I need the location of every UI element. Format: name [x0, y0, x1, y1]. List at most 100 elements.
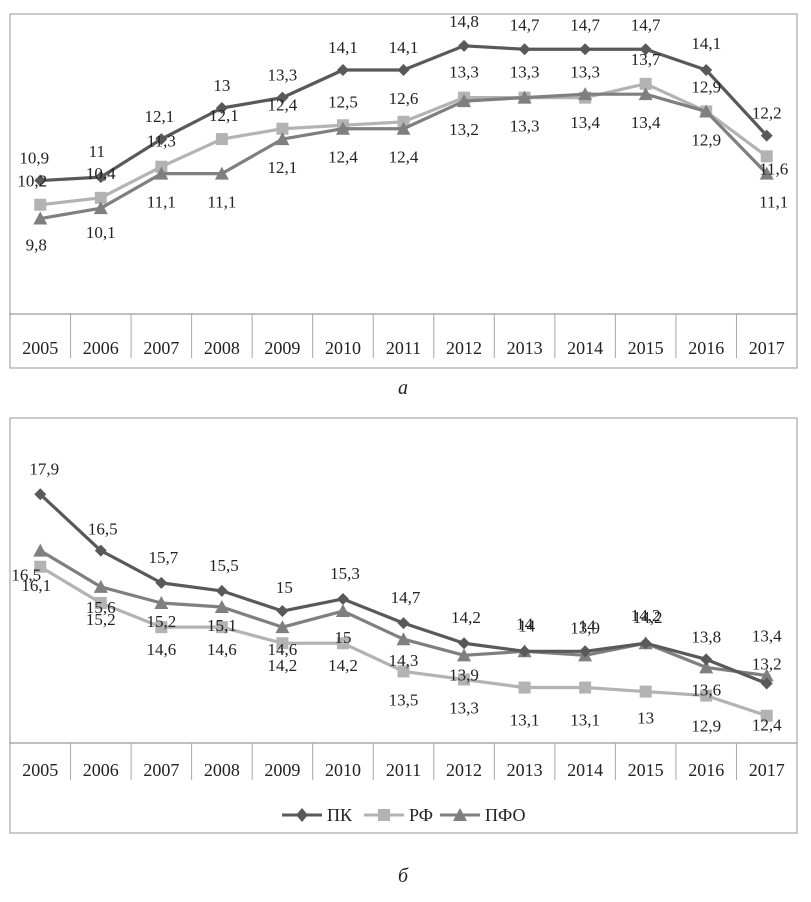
- data-point-rf: [760, 709, 773, 722]
- data-label-rf: 14,2: [328, 656, 358, 675]
- data-point-pfo: [699, 660, 714, 674]
- legend-item-pfo: ПФО: [440, 805, 525, 825]
- series-layer-b: [33, 488, 774, 722]
- x-ticks-a: [70, 314, 737, 358]
- data-point-pfo: [93, 579, 108, 593]
- x-tick-label: 2005: [22, 338, 58, 358]
- panel-caption-b: б: [398, 865, 409, 887]
- x-tick-label: 2007: [143, 760, 179, 780]
- data-point-pfo: [517, 90, 532, 104]
- x-tick-label: 2006: [83, 338, 119, 358]
- data-label-rf: 13,5: [389, 690, 419, 709]
- x-tick-label: 2017: [749, 338, 785, 358]
- data-point-pk: [397, 64, 410, 76]
- data-label-rf: 10,2: [17, 172, 47, 191]
- data-label-rf: 12,4: [268, 96, 298, 115]
- data-label-pk: 11: [89, 142, 105, 161]
- data-label-pk: 14,7: [570, 15, 600, 34]
- data-label-pfo: 13,4: [752, 626, 782, 645]
- x-tick-label: 2015: [628, 338, 664, 358]
- data-label-pfo: 9,8: [26, 236, 47, 255]
- data-point-pk: [518, 645, 531, 658]
- data-point-pfo: [759, 668, 774, 682]
- data-point-pk: [215, 102, 228, 114]
- data-label-pk: 14,7: [391, 588, 421, 607]
- chart-panel-b: 17,9 16,5 15,7 15,5 15 15,3 14,7 14,2 14 14 14,2 13…: [9, 417, 798, 834]
- data-label-pk: 13,8: [691, 627, 721, 646]
- x-tick-label: 2009: [264, 760, 300, 780]
- data-label-pfo: 13,4: [570, 113, 600, 132]
- data-label-rf: 13: [637, 709, 654, 728]
- x-tick-label: 2016: [688, 760, 724, 780]
- data-point-pfo: [93, 201, 108, 215]
- data-label-pk: 14,7: [631, 15, 661, 34]
- data-label-rf: 14,6: [207, 640, 237, 659]
- data-label-rf: 12,5: [328, 92, 358, 111]
- data-point-rf: [215, 621, 228, 634]
- data-label-pfo: 12,9: [691, 130, 721, 149]
- data-point-pfo: [578, 87, 593, 101]
- data-label-pk: 12,1: [144, 107, 174, 126]
- x-tick-label: 2015: [628, 760, 664, 780]
- data-label-pfo: 12,1: [268, 158, 298, 177]
- data-label-pk: 16,5: [88, 520, 118, 539]
- data-point-rf: [518, 681, 531, 694]
- legend-item-rf: РФ: [364, 805, 433, 825]
- data-label-pfo: 11,1: [207, 193, 236, 212]
- panel-caption-a: а: [398, 377, 408, 399]
- x-tick-label: 2009: [264, 338, 300, 358]
- legend-label-rf: РФ: [409, 805, 433, 825]
- data-point-pfo: [457, 648, 472, 662]
- data-label-pk: 14: [579, 616, 597, 635]
- data-label-pfo: 12,4: [328, 148, 358, 167]
- data-point-pfo: [335, 121, 350, 135]
- series-layer-a: [33, 39, 774, 225]
- x-tick-label: 2008: [204, 760, 240, 780]
- x-tick-label: 2010: [325, 760, 361, 780]
- x-tick-labels-b: 2005 2006 2007 2008 2009 2010 2011 2012 2013 2014…: [22, 760, 784, 780]
- data-point-rf: [34, 198, 47, 211]
- legend-label-pfo: ПФО: [485, 805, 525, 825]
- data-label-rf: 12,9: [691, 77, 721, 96]
- x-tick-label: 2012: [446, 338, 482, 358]
- data-point-pk: [94, 171, 107, 184]
- x-tick-labels-a: 2005 2006 2007 2008 2009 2010 2011 2012 2013 2014…: [22, 338, 784, 358]
- data-point-pk: [579, 645, 592, 658]
- data-label-pk: 15: [276, 578, 293, 597]
- data-label-pfo: 13,6: [691, 680, 721, 699]
- data-label-rf: 10,4: [86, 164, 116, 183]
- data-label-pk: 14,7: [510, 15, 540, 34]
- x-tick-label: 2011: [386, 338, 421, 358]
- data-point-pfo: [33, 543, 48, 557]
- data-point-pfo: [275, 132, 290, 146]
- legend-triangle-marker: [453, 808, 467, 821]
- data-point-pk: [215, 584, 228, 597]
- data-label-pk: 12,2: [752, 104, 782, 123]
- legend: ПК РФ ПФО: [282, 805, 525, 825]
- data-label-pk: 13: [213, 76, 230, 95]
- data-label-rf: 11,3: [147, 132, 176, 151]
- data-label-pk: 14: [518, 616, 536, 635]
- data-label-pk: 13,3: [268, 66, 298, 85]
- x-tick-label: 2011: [386, 760, 421, 780]
- data-label-pk: 13,2: [752, 655, 782, 674]
- data-label-pfo: 11,1: [759, 193, 788, 212]
- data-point-pfo: [335, 604, 350, 618]
- data-label-pk: 14,2: [633, 608, 663, 627]
- legend-item-pk: ПК: [282, 805, 353, 825]
- data-point-pfo: [457, 94, 472, 108]
- data-label-pfo: 14,3: [389, 651, 419, 670]
- data-point-pfo: [275, 620, 290, 634]
- data-point-pfo: [396, 632, 411, 646]
- data-point-rf: [276, 122, 289, 135]
- data-point-pk: [34, 488, 47, 501]
- data-label-rf: 12,4: [752, 716, 782, 735]
- legend-diamond-marker: [296, 808, 308, 822]
- data-label-rf: 11,6: [759, 159, 788, 178]
- data-point-pk: [94, 544, 107, 557]
- value-labels-a: 10,9 11 12,1 13 13,3 14,1 14,1 14,8 14,7 14,7 14,7…: [17, 12, 788, 255]
- data-point-pfo: [214, 166, 229, 180]
- data-label-rf: 13,3: [449, 63, 479, 82]
- data-label-pfo: 15,1: [207, 616, 237, 635]
